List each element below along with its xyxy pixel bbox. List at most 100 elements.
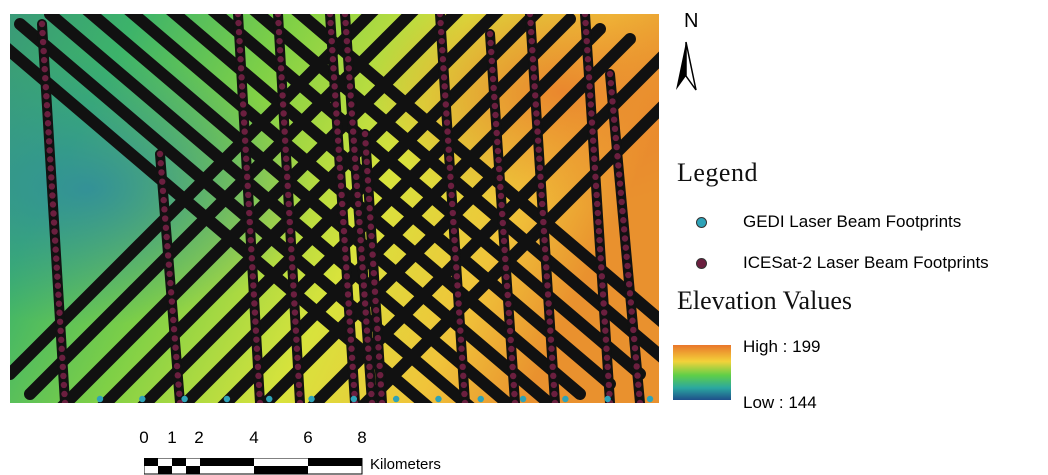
icesat-footprint [442, 101, 450, 108]
icesat-footprint [288, 246, 295, 253]
icesat-footprint [630, 335, 638, 343]
icesat-footprint [453, 264, 460, 271]
icesat-footprint [250, 282, 257, 289]
icesat-footprint [533, 110, 540, 117]
icesat-footprint [295, 372, 302, 380]
icesat-footprint [344, 282, 351, 289]
gedi-footprint [435, 395, 442, 403]
icesat-footprint [615, 162, 622, 169]
icesat-footprint [591, 155, 598, 162]
icesat-footprint [437, 28, 445, 36]
icesat-footprint [599, 291, 607, 298]
icesat-footprint [284, 182, 291, 190]
icesat-footprint [280, 119, 288, 126]
icesat-footprint [249, 273, 257, 280]
icesat-footprint [159, 178, 166, 185]
icesat-footprint [52, 246, 59, 253]
icesat-footprint [502, 255, 509, 263]
icesat-footprint [436, 14, 444, 18]
icesat-footprint [494, 147, 502, 155]
icesat-footprint [255, 372, 262, 380]
icesat-footprint [372, 297, 379, 305]
icesat-footprint [616, 180, 624, 187]
elevation-map[interactable] [10, 14, 659, 403]
icesat-footprint [56, 318, 64, 325]
icesat-footprint [290, 282, 297, 289]
icesat-footprint [537, 173, 544, 181]
icesat-footprint [161, 206, 168, 213]
gedi-footprint [308, 395, 315, 403]
gedi-footprint [181, 395, 188, 403]
icesat-footprint [499, 219, 507, 227]
scale-tick-8: 8 [357, 428, 367, 447]
icesat-footprint [256, 399, 264, 403]
icesat-footprint [614, 153, 621, 160]
icesat-footprint [275, 19, 282, 27]
icesat-footprint [357, 236, 364, 244]
icesat-footprint [355, 209, 363, 217]
icesat-footprint [350, 372, 357, 380]
gedi-footprint [519, 395, 527, 403]
icesat-footprint [500, 228, 507, 236]
icesat-footprint [277, 65, 285, 72]
gedi-footprint [562, 395, 569, 403]
icesat-footprint [246, 209, 253, 217]
gedi-track-ascending [357, 101, 659, 403]
icesat-footprint [543, 264, 550, 271]
icesat-footprint [53, 255, 60, 262]
icesat-footprint [291, 309, 299, 316]
icesat-footprint [162, 224, 170, 231]
elevation-high-label: High : 199 [743, 337, 821, 356]
icesat-footprint [618, 198, 625, 206]
icesat-footprint [327, 28, 335, 36]
icesat-footprint [340, 218, 347, 226]
scale-tick-2: 2 [194, 428, 204, 447]
icesat-footprint [598, 273, 606, 280]
icesat-footprint [337, 173, 344, 181]
icesat-footprint [629, 317, 636, 324]
icesat-footprint [630, 326, 637, 334]
icesat-footprint [362, 149, 370, 156]
icesat-footprint [49, 192, 56, 199]
icesat-footprint [361, 291, 368, 298]
icesat-footprint [239, 101, 247, 108]
icesat-footprint [632, 354, 640, 361]
scale-unit: Kilometers [370, 456, 441, 473]
icesat-footprint [495, 165, 503, 173]
icesat-footprint [348, 101, 355, 108]
icesat-footprint [454, 282, 461, 289]
icesat-footprint [489, 66, 496, 74]
icesat-footprint [361, 300, 369, 307]
icesat-footprint [544, 291, 552, 298]
icesat-footprint [244, 182, 251, 190]
icesat-footprint [376, 362, 383, 370]
icesat-footprint [50, 210, 57, 217]
icesat-footprint [366, 372, 374, 380]
icesat-footprint [458, 354, 466, 361]
icesat-footprint [582, 19, 589, 27]
icesat-footprint [285, 200, 292, 208]
icesat-footprint [344, 46, 351, 54]
icesat-footprint [591, 164, 599, 171]
icesat-footprint [59, 354, 66, 362]
icesat-footprint [294, 354, 301, 361]
gedi-footprint [266, 395, 273, 403]
icesat-footprint [343, 28, 350, 36]
icesat-footprint [296, 390, 303, 398]
icesat-footprint [235, 19, 242, 27]
icesat-footprint [540, 227, 548, 235]
icesat-footprint [44, 111, 51, 118]
icesat-footprint [377, 371, 384, 379]
icesat-footprint [606, 390, 613, 398]
icesat-footprint [236, 37, 243, 45]
icesat-footprint [55, 300, 63, 307]
icesat-footprint [374, 334, 382, 342]
icesat-footprint [491, 102, 499, 110]
elevation-color-ramp [673, 345, 731, 400]
icesat-footprint [454, 291, 462, 298]
icesat-footprint [243, 164, 250, 171]
icesat-footprint [168, 298, 176, 305]
icesat-footprint [446, 155, 453, 162]
icesat-footprint [511, 399, 519, 403]
icesat-footprint [241, 128, 248, 135]
